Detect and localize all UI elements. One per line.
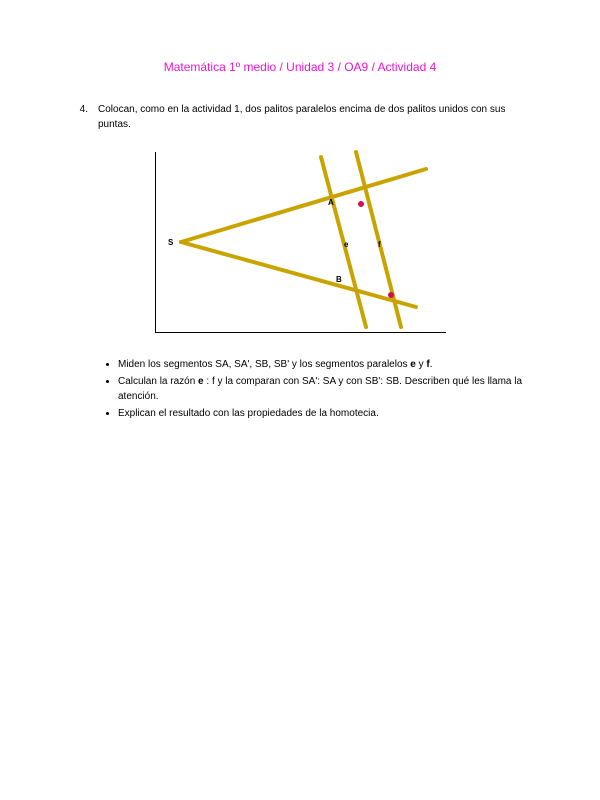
problem-number: 4. — [60, 102, 98, 132]
bullet-list: Miden los segmentos SA, SA', SB, SB' y l… — [60, 357, 540, 421]
geometry-diagram: S A Be f — [155, 152, 446, 333]
bullet-item: Miden los segmentos SA, SA', SB, SB' y l… — [118, 357, 540, 372]
problem-text: Colocan, como en la actividad 1, dos pal… — [98, 102, 540, 132]
svg-text:f: f — [378, 240, 381, 249]
bullet-item: Explican el resultado con las propiedade… — [118, 406, 540, 421]
svg-text:e: e — [344, 240, 349, 249]
bullet-item: Calculan la razón e : f y la comparan co… — [118, 374, 540, 404]
svg-text:B: B — [336, 275, 342, 284]
page-title: Matemática 1º medio / Unidad 3 / OA9 / A… — [60, 60, 540, 74]
problem-statement: 4. Colocan, como en la actividad 1, dos … — [60, 102, 540, 132]
svg-text:A: A — [328, 198, 334, 207]
svg-text:S: S — [168, 238, 174, 247]
